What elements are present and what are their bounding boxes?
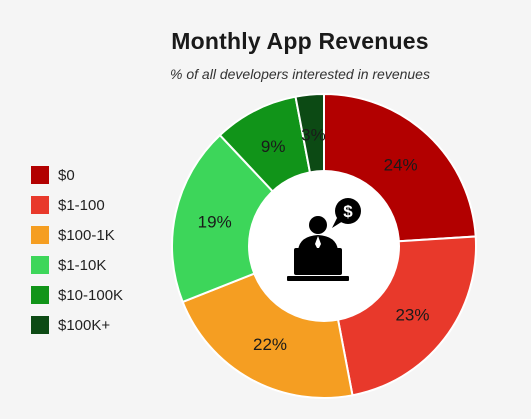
legend-item: $1-100 [31, 190, 123, 220]
legend-label: $10-100K [58, 286, 124, 304]
legend-item: $10-100K [31, 280, 123, 310]
slice-label-4: 9% [261, 137, 286, 156]
legend-label: $1-100 [58, 196, 105, 214]
slice-label-5: 3% [301, 125, 326, 144]
legend-item: $1-10K [31, 250, 123, 280]
legend-label: $100K+ [58, 316, 111, 334]
developer-laptop-dollar-icon: $ [287, 198, 361, 281]
legend-label: $0 [58, 166, 75, 184]
legend-swatch [31, 166, 49, 184]
legend-swatch [31, 226, 49, 244]
legend-label: $100-1K [58, 226, 115, 244]
legend-swatch [31, 316, 49, 334]
legend: $0 $1-100 $100-1K $1-10K $10-100K $100K+ [31, 160, 123, 340]
legend-swatch [31, 196, 49, 214]
svg-text:$: $ [343, 202, 353, 221]
slice-label-3: 19% [198, 213, 232, 232]
slice-labels: 24% 23% 22% 19% 9% 3% [198, 125, 430, 354]
slice-label-2: 22% [253, 335, 287, 354]
legend-item: $0 [31, 160, 123, 190]
legend-label: $1-10K [58, 256, 107, 274]
legend-item: $100K+ [31, 310, 123, 340]
chart-subtitle: % of all developers interested in revenu… [170, 66, 430, 82]
slice-label-0: 24% [384, 155, 418, 174]
legend-swatch [31, 286, 49, 304]
legend-swatch [31, 256, 49, 274]
slice-label-1: 23% [395, 306, 429, 325]
legend-item: $100-1K [31, 220, 123, 250]
chart-title: Monthly App Revenues [171, 28, 429, 54]
